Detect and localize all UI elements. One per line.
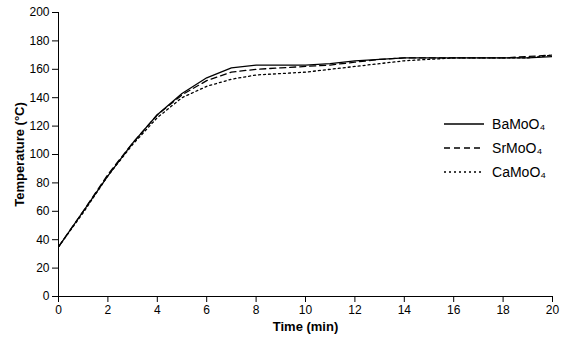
html-text:BaMoO₄: BaMoO₄	[492, 116, 546, 132]
svg-text:6: 6	[203, 303, 210, 317]
svg-text:Time (min): Time (min)	[273, 319, 339, 334]
html-text:SrMoO₄: SrMoO₄	[492, 140, 543, 156]
svg-text:2: 2	[105, 303, 112, 317]
svg-text:180: 180	[29, 34, 49, 48]
svg-text:160: 160	[29, 62, 49, 76]
svg-text:60: 60	[36, 204, 50, 218]
svg-text:20: 20	[546, 303, 560, 317]
svg-text:80: 80	[36, 176, 50, 190]
svg-text:Temperature (°C): Temperature (°C)	[12, 102, 27, 207]
svg-text:120: 120	[29, 119, 49, 133]
svg-text:18: 18	[496, 303, 510, 317]
svg-text:20: 20	[36, 261, 50, 275]
svg-text:14: 14	[398, 303, 412, 317]
html-text:CaMoO₄: CaMoO₄	[492, 164, 546, 180]
svg-text:140: 140	[29, 91, 49, 105]
svg-text:8: 8	[253, 303, 260, 317]
svg-text:16: 16	[447, 303, 461, 317]
svg-text:0: 0	[43, 289, 50, 303]
svg-text:100: 100	[29, 147, 49, 161]
svg-text:10: 10	[299, 303, 313, 317]
svg-text:4: 4	[154, 303, 161, 317]
svg-text:200: 200	[29, 5, 49, 19]
svg-text:40: 40	[36, 233, 50, 247]
svg-text:12: 12	[348, 303, 362, 317]
svg-text:0: 0	[55, 303, 62, 317]
